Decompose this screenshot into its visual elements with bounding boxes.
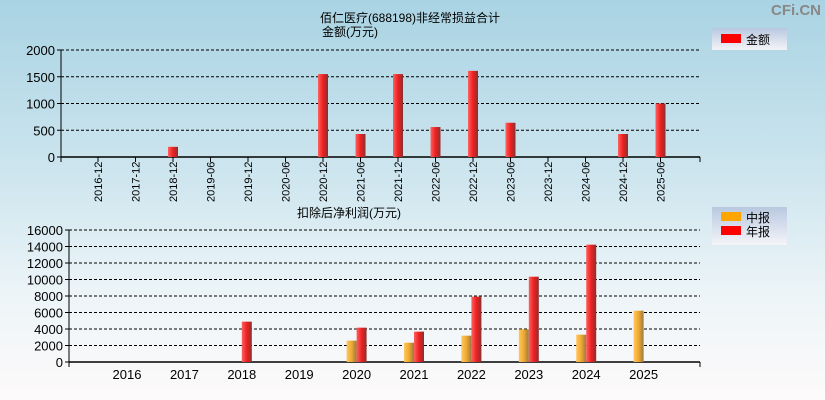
x-tick-label: 2019-06 (206, 162, 218, 202)
y-tick-label: 500 (33, 123, 55, 138)
legend-swatch (721, 212, 741, 221)
y-tick-label: 1000 (26, 97, 55, 112)
y-tick-label: 1500 (26, 70, 55, 85)
x-tick-label: 2019 (285, 367, 314, 382)
x-tick-label: 2025 (629, 367, 658, 382)
bar-interim (518, 329, 529, 362)
y-tick-label: 6000 (34, 306, 63, 321)
x-tick-label: 2023-06 (506, 162, 518, 202)
y-tick-label: 0 (48, 150, 55, 165)
bar-interim (633, 310, 644, 362)
chart1-subtitle: 金额(万元) (322, 24, 378, 39)
x-tick-label: 2017-12 (131, 162, 143, 202)
y-tick-label: 4000 (34, 322, 63, 337)
bar-interim (461, 335, 472, 362)
y-tick-label: 2000 (34, 339, 63, 354)
bar-annual (471, 296, 482, 362)
x-tick-label: 2020-12 (318, 162, 330, 202)
legend (712, 28, 787, 50)
bar (468, 70, 478, 157)
legend-label: 年报 (746, 224, 770, 239)
x-tick-label: 2025-06 (656, 162, 668, 202)
bar-interim (404, 342, 414, 362)
legend-swatch (721, 34, 741, 43)
legend-label: 金额 (746, 32, 770, 47)
legend-label: 中报 (746, 210, 770, 225)
y-tick-label: 14000 (27, 240, 63, 255)
x-tick-label: 2020 (342, 367, 371, 382)
x-tick-label: 2024-06 (581, 162, 593, 202)
bar-annual (356, 327, 367, 362)
x-tick-label: 2018 (227, 367, 256, 382)
x-tick-label: 2023 (514, 367, 543, 382)
x-tick-label: 2016 (113, 367, 142, 382)
bar (168, 146, 178, 157)
bar (318, 74, 328, 157)
x-tick-label: 2022-06 (431, 162, 443, 202)
x-tick-label: 2016-12 (93, 162, 105, 202)
x-tick-label: 2021-12 (393, 162, 405, 202)
bar-annual (414, 331, 424, 362)
bar-interim (346, 340, 357, 362)
chart1-title: 佰仁医疗(688198)非经常损益合计 (320, 10, 500, 25)
x-tick-label: 2021-06 (356, 162, 368, 202)
bar-annual (241, 321, 252, 362)
y-tick-label: 0 (56, 355, 63, 370)
bar (618, 133, 628, 157)
y-tick-label: 12000 (27, 256, 63, 271)
watermark: CFi.CN (771, 2, 821, 19)
x-tick-label: 2017 (170, 367, 199, 382)
x-tick-label: 2024 (572, 367, 601, 382)
bar-interim (576, 334, 587, 362)
bar (393, 74, 403, 157)
y-tick-label: 2000 (26, 43, 55, 58)
chart2-title: 扣除后净利润(万元) (297, 205, 401, 220)
legend-swatch (721, 226, 741, 235)
x-tick-label: 2024-12 (618, 162, 630, 202)
x-tick-label: 2023-12 (543, 162, 555, 202)
x-tick-label: 2022-12 (468, 162, 480, 202)
bar-annual (528, 276, 539, 362)
y-tick-label: 8000 (34, 289, 63, 304)
bar (505, 122, 516, 157)
y-tick-label: 16000 (27, 223, 63, 238)
bar-annual (586, 244, 597, 362)
bar (655, 103, 666, 157)
x-tick-label: 2019-12 (243, 162, 255, 202)
bar (430, 127, 441, 157)
x-tick-label: 2021 (400, 367, 429, 382)
bar (355, 133, 366, 157)
y-tick-label: 10000 (27, 273, 63, 288)
x-tick-label: 2018-12 (168, 162, 180, 202)
x-tick-label: 2022 (457, 367, 486, 382)
x-tick-label: 2020-06 (281, 162, 293, 202)
